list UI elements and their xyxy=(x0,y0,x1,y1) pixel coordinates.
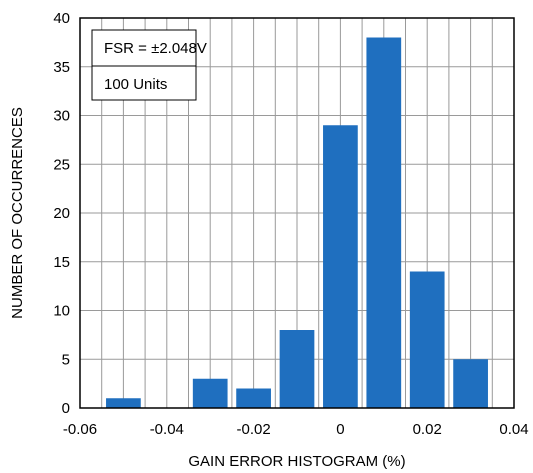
annotation-units: 100 Units xyxy=(104,76,167,93)
x-tick-label: -0.06 xyxy=(63,421,97,438)
x-axis-title: GAIN ERROR HISTOGRAM (%) xyxy=(188,453,405,470)
x-tick-label: 0 xyxy=(336,421,344,438)
y-tick-label: 20 xyxy=(53,205,70,222)
y-tick-label: 10 xyxy=(53,303,70,320)
y-tick-label: 35 xyxy=(53,59,70,76)
x-tick-label: 0.04 xyxy=(499,421,528,438)
y-tick-label: 40 xyxy=(53,10,70,27)
y-tick-label: 15 xyxy=(53,254,70,271)
x-tick-label: -0.02 xyxy=(236,421,270,438)
y-tick-label: 25 xyxy=(53,156,70,173)
histogram-bar xyxy=(236,388,271,408)
annotation-box xyxy=(91,29,197,101)
histogram-bar xyxy=(323,125,358,408)
plot-frame xyxy=(79,17,515,409)
y-axis-title: NUMBER OF OCCURRENCES xyxy=(9,107,26,319)
tick-labels: -0.06 -0.04 -0.02 0 0.02 0.04 0 5 10 15 20 25 30 35 40 xyxy=(53,10,528,438)
x-tick-label: 0.02 xyxy=(413,421,442,438)
x-tick-label: -0.04 xyxy=(150,421,184,438)
y-tick-label: 5 xyxy=(62,351,70,368)
histogram-bar xyxy=(453,359,488,408)
histogram-bar xyxy=(192,378,228,408)
y-tick-label: 30 xyxy=(53,108,70,125)
y-tick-label: 0 xyxy=(62,400,70,417)
bars xyxy=(106,37,488,408)
legend-box: FSR = ±2.048V 100 Units xyxy=(91,29,207,101)
histogram-bar xyxy=(106,398,141,408)
histogram-bar xyxy=(366,37,402,408)
histogram-bar xyxy=(279,330,315,408)
annotation-fsr: FSR = ±2.048V xyxy=(104,40,207,57)
histogram-bar xyxy=(409,271,445,408)
